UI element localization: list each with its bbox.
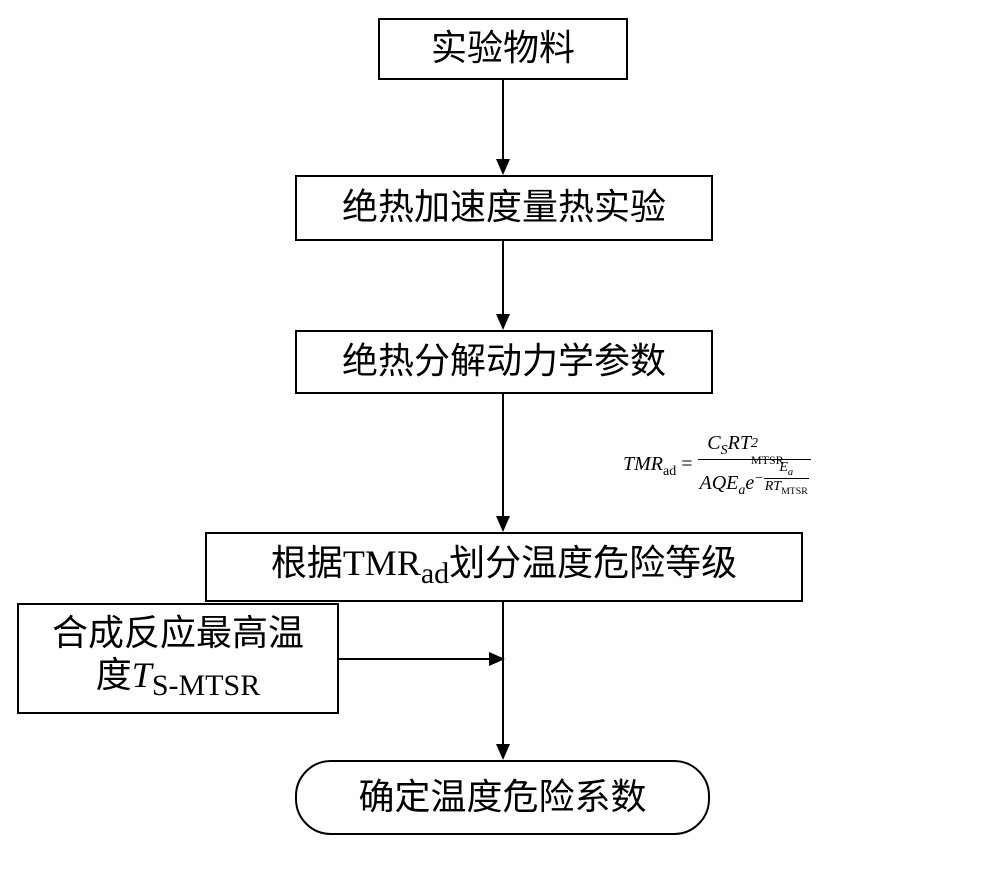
flowchart-canvas: 实验物料 绝热加速度量热实验 绝热分解动力学参数 根据TMRad划分温度危险等级… — [0, 0, 1000, 883]
node-n5: 合成反应最高温度TS-MTSR — [17, 603, 339, 714]
edges-svg — [0, 0, 1000, 883]
node-n6-terminator: 确定温度危险系数 — [295, 760, 710, 835]
node-n4-label: 根据TMRad划分温度危险等级 — [271, 543, 737, 592]
node-n4: 根据TMRad划分温度危险等级 — [205, 532, 803, 602]
node-n3-label: 绝热分解动力学参数 — [342, 341, 666, 382]
equation-tmr-ad: TMRad = CSRT2MTSR AQEae−EaRTMTSR — [623, 432, 811, 499]
node-n1-label: 实验物料 — [431, 28, 575, 69]
node-n5-label: 合成反应最高温度TS-MTSR — [52, 613, 304, 703]
node-n6-label: 确定温度危险系数 — [358, 777, 646, 818]
node-n3: 绝热分解动力学参数 — [295, 330, 713, 394]
node-n2-label: 绝热加速度量热实验 — [342, 187, 666, 228]
node-n2: 绝热加速度量热实验 — [295, 175, 713, 241]
node-n1: 实验物料 — [378, 18, 628, 80]
